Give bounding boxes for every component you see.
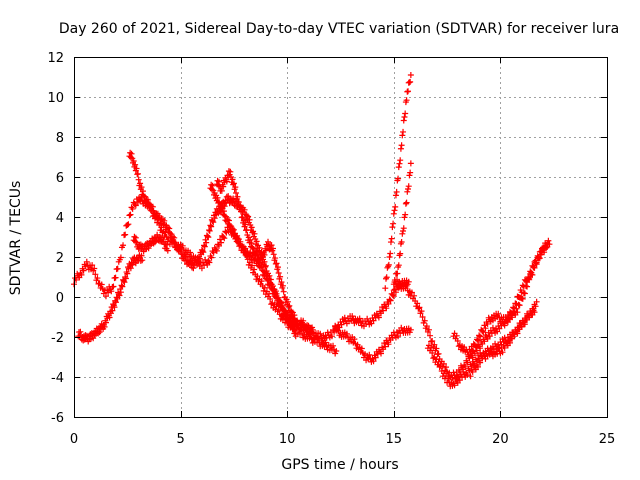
data-point-markers (213, 168, 301, 329)
data-point-markers (382, 72, 414, 292)
data-point-markers (467, 305, 538, 380)
y-tick-label: 4 (56, 211, 64, 226)
data-markers (71, 72, 553, 390)
y-tick-label: 2 (56, 251, 64, 266)
y-tick-label: -2 (51, 331, 64, 346)
data-point-markers (130, 231, 171, 255)
series-arc14 (467, 305, 538, 380)
series-arc3 (75, 252, 146, 345)
y-tick-label: -6 (51, 411, 64, 426)
series-arc8 (331, 323, 414, 365)
grid-lines (74, 57, 607, 417)
y-tick-label: 10 (47, 91, 64, 106)
series-arc9 (382, 72, 414, 292)
y-tick-label: 8 (56, 131, 64, 146)
series-arc13 (450, 237, 553, 358)
x-tick-label: 5 (176, 432, 184, 447)
x-tick-label: 10 (279, 432, 296, 447)
data-point-markers (75, 252, 146, 345)
y-tick-label: 12 (47, 51, 64, 66)
y-tick-label: 6 (56, 171, 64, 186)
plot-frame (74, 57, 608, 418)
x-axis-label: GPS time / hours (281, 457, 398, 473)
y-axis-label: SDTVAR / TECUs (8, 181, 24, 296)
x-tick-label: 20 (492, 432, 509, 447)
data-point-markers (207, 181, 299, 340)
y-tick-label: 0 (56, 291, 64, 306)
series-arc4 (130, 231, 171, 255)
x-tick-label: 25 (599, 432, 616, 447)
y-tick-label: -4 (51, 371, 64, 386)
series-arc5 (207, 181, 299, 340)
x-tick-label: 0 (70, 432, 78, 447)
chart-title: Day 260 of 2021, Sidereal Day-to-day VTE… (59, 21, 619, 37)
axis-ticks: 0 5 10 15 20 25 -6 -4 -2 0 2 4 6 8 10 12 (47, 51, 615, 447)
series-arc6 (213, 168, 301, 329)
data-point-markers (450, 237, 553, 358)
x-tick-label: 15 (386, 432, 403, 447)
data-point-markers (331, 323, 414, 365)
